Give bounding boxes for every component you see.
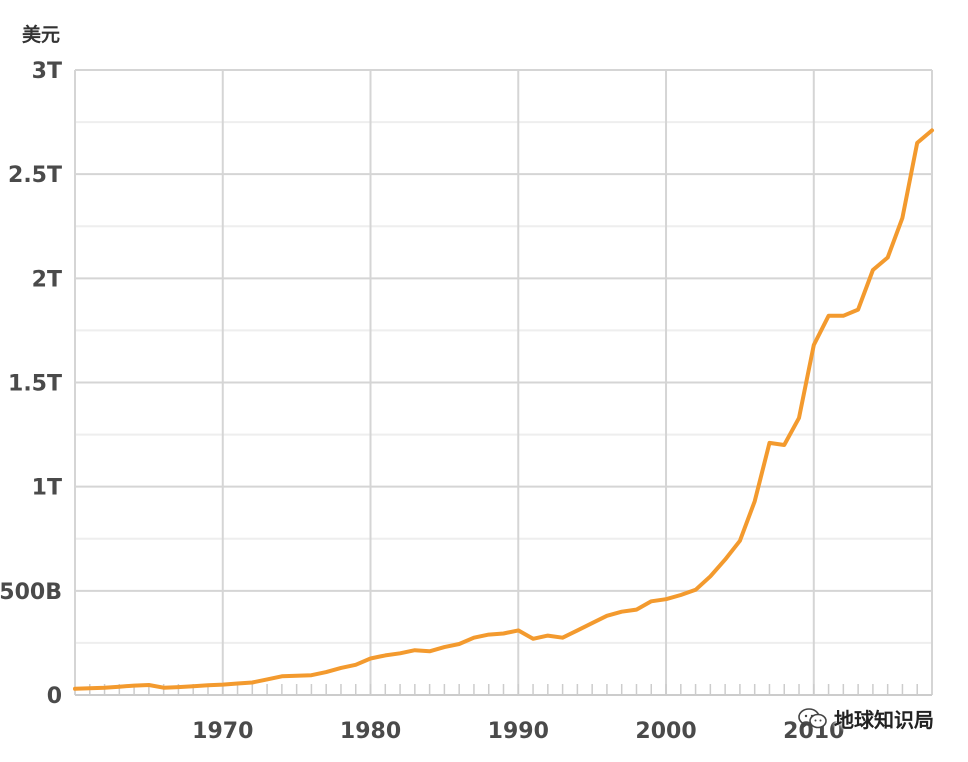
y-tick-label: 500B <box>0 580 62 605</box>
y-tick-label: 0 <box>47 684 62 709</box>
y-axis-unit-label: 美元 <box>22 23 60 46</box>
y-tick-label: 2.5T <box>8 163 62 188</box>
x-tick-label: 1990 <box>488 719 549 744</box>
y-tick-label: 1.5T <box>8 372 62 397</box>
y-tick-label: 2T <box>32 267 62 292</box>
x-tick-label: 2000 <box>635 719 696 744</box>
x-axis-tick-labels: 1970 1980 1990 2000 2010 <box>192 719 844 744</box>
y-tick-label: 3T <box>32 59 62 84</box>
series-group <box>73 128 934 691</box>
series-line <box>73 128 934 691</box>
wechat-icon <box>798 707 827 730</box>
x-tick-label: 1970 <box>192 719 253 744</box>
y-tick-label: 1T <box>32 476 62 501</box>
watermark: 地球知识局 <box>798 704 934 733</box>
minor-gridlines <box>75 121 932 644</box>
major-gridlines <box>74 69 933 695</box>
watermark-text: 地球知识局 <box>834 708 934 732</box>
x-axis-minor-ticks <box>89 684 918 695</box>
y-axis-tick-labels: 0 500B 1T 1.5T 2T 2.5T 3T <box>0 59 62 709</box>
x-tick-label: 1980 <box>340 719 401 744</box>
